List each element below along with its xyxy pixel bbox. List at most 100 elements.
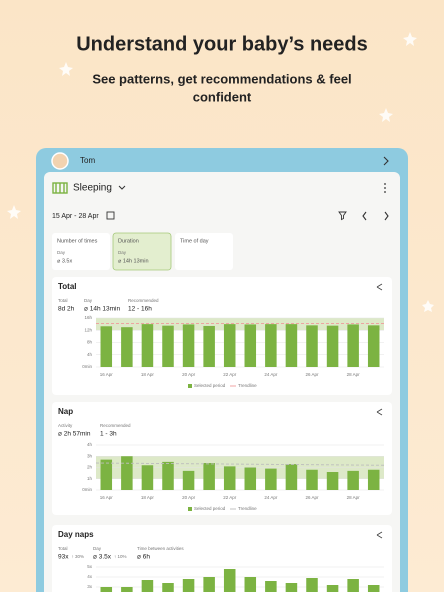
legend-swatch (188, 507, 192, 511)
bar (326, 325, 339, 367)
tab[interactable] (175, 233, 233, 270)
y-tick-label: 16h (84, 315, 92, 320)
bar (162, 583, 174, 592)
stat-label: Day (93, 546, 102, 551)
card-title: Total (58, 282, 77, 291)
x-tick-label: 24 Apr (264, 372, 278, 377)
bar (326, 472, 339, 490)
bar (162, 461, 174, 490)
y-tick-label: 2h (87, 465, 93, 470)
y-tick-label: 8h (87, 340, 93, 345)
filter-icon[interactable] (338, 211, 347, 221)
legend-label: Trendline (238, 383, 257, 388)
legend-label: Trendline (238, 506, 257, 511)
bar (100, 326, 113, 367)
bar (203, 577, 215, 592)
stat-label: Recommended (128, 298, 159, 303)
bar (265, 468, 277, 490)
bar (141, 580, 154, 592)
share-icon[interactable] (376, 283, 383, 291)
card (52, 525, 392, 592)
calendar-icon[interactable] (106, 211, 115, 220)
bar (141, 324, 154, 367)
bar (182, 470, 195, 490)
stat-value: ⌀ 14h 13min (84, 306, 120, 313)
bar (223, 324, 236, 367)
tab-label: Duration (118, 238, 139, 244)
bar (306, 325, 318, 367)
stat-label: Day (84, 298, 93, 303)
legend-label: Selected period (194, 506, 226, 511)
bar (367, 585, 380, 592)
x-tick-label: 20 Apr (182, 372, 196, 377)
bar (141, 465, 154, 490)
x-tick-label: 16 Apr (100, 495, 114, 500)
next[interactable] (384, 211, 389, 221)
bar (285, 464, 298, 490)
stat-label: Activity (58, 423, 73, 428)
legend-swatch (188, 384, 192, 388)
bar (223, 466, 236, 490)
share-icon[interactable] (376, 408, 383, 416)
bar (306, 578, 318, 592)
card-title: Nap (58, 407, 73, 416)
profile-name[interactable]: Tom (80, 156, 95, 165)
bar (203, 463, 215, 490)
bar (100, 459, 113, 490)
stat-label: Recommended (100, 423, 131, 428)
avatar[interactable] (51, 152, 69, 170)
x-tick-label: 20 Apr (182, 495, 196, 500)
subtitle: confident (193, 89, 252, 104)
stat-value: ⌀ 2h 57min (58, 431, 91, 438)
tab-sub: Day (118, 250, 127, 255)
bar (121, 587, 133, 592)
headline: Understand your baby’s needs (76, 33, 368, 55)
menu[interactable] (384, 183, 386, 193)
bar (162, 325, 174, 367)
bar (347, 579, 359, 592)
y-tick-label: 0min (82, 364, 92, 369)
x-tick-label: 26 Apr (305, 495, 319, 500)
prev[interactable] (362, 211, 367, 221)
stat-label: Total (58, 546, 68, 551)
y-tick-label: 3h (87, 453, 93, 458)
bar (182, 579, 195, 592)
crib-icon (52, 182, 68, 194)
bar (367, 325, 380, 367)
stat-change: ↑ 30% (71, 554, 84, 559)
bar (223, 569, 236, 592)
bar (244, 467, 257, 490)
y-tick-label: 1h (87, 476, 93, 481)
profile-chevron[interactable] (383, 156, 389, 166)
y-tick-label: 4h (87, 442, 93, 447)
date-range[interactable]: 15 Apr - 28 Apr (52, 213, 99, 220)
stat-value: 8d 2h (58, 306, 75, 313)
x-tick-label: 16 Apr (100, 372, 114, 377)
dropdown[interactable] (118, 185, 126, 190)
tab-value: ⌀ 3.5x (57, 258, 72, 264)
screen-title[interactable]: Sleeping (73, 183, 112, 194)
screen: Sleeping 15 Apr - 28 Apr Number of times… (44, 172, 400, 592)
y-tick-label: 5x (87, 564, 93, 569)
tab-label: Number of times (57, 238, 98, 244)
tab[interactable] (112, 232, 172, 271)
stat-label: Total (58, 298, 68, 303)
stat-value: 93x (58, 554, 69, 561)
bar (306, 469, 318, 490)
stat-value: ⌀ 3.5x (93, 554, 112, 561)
trendline (95, 462, 385, 466)
y-tick-label: 0min (82, 487, 92, 492)
bar (285, 583, 298, 592)
legend-label: Selected period (194, 383, 226, 388)
bar (265, 581, 277, 592)
share-icon[interactable] (376, 531, 383, 539)
x-tick-label: 22 Apr (223, 495, 237, 500)
y-tick-label: 4x (87, 574, 93, 579)
subtitle: See patterns, get recommendations & feel (92, 71, 351, 86)
tab[interactable] (52, 233, 110, 270)
stat-value: 12 - 16h (128, 306, 152, 313)
tab-sub: Day (57, 250, 66, 255)
bar (326, 585, 339, 592)
recommended-band (96, 318, 384, 331)
